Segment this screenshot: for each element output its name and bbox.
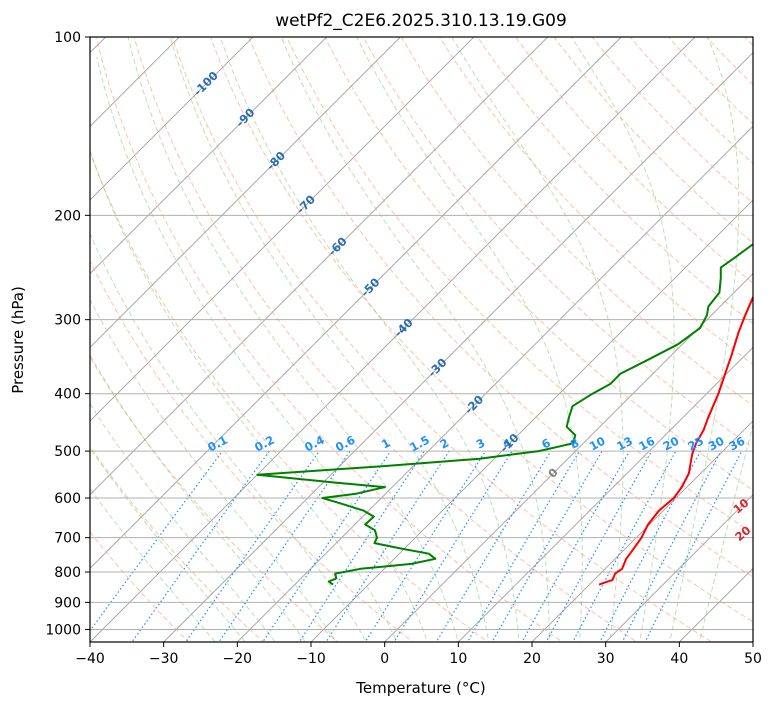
moist-adiabat-line (90, 232, 367, 642)
x-tick-label: 30 (597, 651, 615, 667)
plot-frame (89, 36, 754, 643)
mixing-ratio-line (298, 450, 425, 642)
x-tick-label: −40 (75, 651, 105, 667)
y-tick-label: 800 (54, 565, 81, 581)
isotherm-line (384, 273, 753, 642)
dewpoint-line (256, 242, 753, 586)
moist-adiabat-line (90, 148, 398, 642)
isotherm-line (90, 37, 401, 348)
moist-adiabat-line (90, 402, 276, 642)
mixing-ratio-label: 36 (727, 434, 748, 454)
isotherm-line (90, 37, 328, 275)
dry-adiabat-line (90, 259, 414, 642)
dry-adiabat-line (324, 37, 753, 491)
isotherm-line (605, 494, 753, 642)
mixing-ratio-line (131, 450, 270, 642)
series-layer (256, 242, 753, 586)
mixing-ratio-label: 30 (706, 434, 727, 454)
moist-adiabat-line (90, 354, 307, 642)
dry-adiabat-line (438, 37, 753, 366)
dry-adiabat-line (133, 37, 638, 642)
mixing-ratio-label: 25 (685, 434, 706, 454)
mixing-ratio-line (325, 450, 450, 642)
moist-adiabat-line (90, 446, 246, 642)
y-tick-label: 1000 (45, 622, 81, 638)
mixing-ratio-line (435, 450, 552, 642)
dry-adiabat-line (362, 37, 753, 449)
moist-adiabat-line (90, 298, 337, 642)
isotherm-line (457, 346, 753, 642)
mixing-ratio-label: 13 (614, 434, 635, 454)
mixing-ratio-line (262, 450, 392, 642)
dry-adiabat-line (90, 356, 339, 642)
mixing-ratio-label: 10 (587, 434, 608, 454)
x-tick-label: 20 (523, 651, 541, 667)
y-tick-label: 100 (54, 30, 81, 46)
x-tick-label: −30 (149, 651, 179, 667)
isotherm-line (531, 420, 753, 642)
x-tick-label: 40 (670, 651, 688, 667)
mixing-ratio-label: 20 (661, 434, 682, 454)
y-axis-label: Pressure (hPa) (9, 286, 27, 394)
y-tick-label: 600 (54, 491, 81, 507)
isotherm-line (90, 37, 254, 201)
x-tick-label: 10 (449, 651, 467, 667)
dry-adiabat-line (286, 37, 753, 534)
y-tick-label: 500 (54, 444, 81, 460)
dry-adiabat-line (248, 37, 753, 578)
dry-adiabat-line (209, 37, 753, 623)
isotherm-line (236, 125, 753, 642)
mixing-ratio-label: 16 (636, 434, 657, 454)
mixing-ratio-line (466, 450, 580, 642)
moist-adiabat-line (96, 56, 429, 642)
dry-adiabat-line (90, 150, 489, 642)
mixing-ratio-line (491, 450, 603, 642)
isotherm-line (163, 52, 753, 642)
dry-adiabat-line (476, 37, 753, 325)
chart-title: wetPf2_C2E6.2025.310.13.19.G09 (275, 11, 567, 31)
isotherm-line (90, 37, 622, 569)
mixing-ratio-line (218, 450, 351, 642)
moist-adiabat-line (90, 487, 216, 642)
y-tick-label: 900 (54, 595, 81, 611)
x-tick-label: −20 (223, 651, 253, 667)
x-axis-label: Temperature (°C) (355, 679, 485, 697)
dry-adiabat-line (95, 37, 564, 642)
y-tick-label: 300 (54, 313, 81, 329)
y-tick-label: 400 (54, 387, 81, 403)
y-tick-label: 700 (54, 531, 81, 547)
x-tick-label: −10 (296, 651, 326, 667)
isotherm-line (90, 37, 549, 496)
pressure-gridlines (90, 37, 753, 630)
dry-adiabat-line (400, 37, 753, 407)
x-axis: −40 −30 −20 −10 0 10 20 30 40 50 (75, 642, 762, 667)
x-tick-label: 0 (380, 651, 389, 667)
moist-adiabat-line (669, 37, 740, 642)
dry-adiabat-line (515, 37, 753, 284)
isotherm-line (90, 37, 696, 642)
y-tick-label: 200 (54, 208, 81, 224)
y-axis: 100 200 300 400 500 600 700 800 900 1000 (45, 30, 90, 638)
dry-adiabat-line (171, 37, 713, 642)
dry-adiabat-line (591, 37, 753, 204)
x-tick-label: 50 (744, 651, 762, 667)
moist-adiabat-line (219, 37, 520, 642)
isotherm-line (90, 37, 475, 422)
mixing-ratio-line (545, 450, 653, 642)
dry-adiabat-line (553, 37, 753, 244)
mixing-ratio-line (644, 450, 743, 642)
mixing-ratio-line (184, 450, 320, 642)
temperature-line (598, 295, 753, 586)
moist-adiabat-line (571, 37, 675, 642)
